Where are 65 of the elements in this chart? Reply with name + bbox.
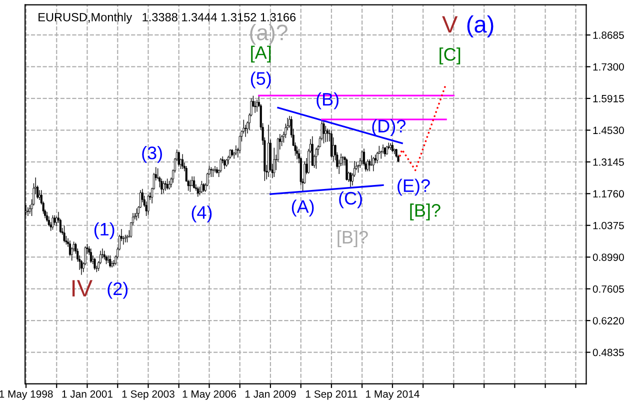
candlestick	[56, 216, 58, 226]
candlestick	[212, 168, 214, 178]
annotation: [B]?	[410, 204, 440, 220]
candlestick	[160, 178, 163, 194]
text: EURUSD,Monthly	[38, 12, 132, 24]
annotation: (1)	[94, 222, 114, 240]
annotation: (B)	[316, 92, 338, 110]
candlestick	[368, 159, 371, 172]
text: 1.3388 1.3444 1.3152 1.3166	[142, 12, 296, 22]
annotation: [A]	[251, 46, 271, 63]
candlestick	[26, 207, 29, 216]
y-tick-label: 1.4530	[593, 126, 624, 134]
candlestick	[324, 126, 327, 142]
candlestick	[296, 146, 298, 160]
candlestick	[322, 120, 325, 144]
candlestick	[315, 148, 318, 169]
annotation: (a)	[467, 15, 494, 38]
annotation: (A)	[292, 200, 314, 216]
x-tick-label: 1 May 1998	[0, 390, 53, 400]
annotation: [C]	[440, 48, 460, 64]
candlestick	[147, 194, 150, 215]
candlestick	[63, 226, 66, 242]
candlestick	[346, 158, 348, 180]
annotation: V	[442, 16, 458, 32]
y-tick-label: 1.1760	[593, 190, 624, 198]
annotation: (C)	[339, 191, 362, 208]
candlestick	[193, 176, 196, 188]
x-tick-label: 1 Jan 2009	[245, 390, 296, 398]
y-tick-label: 0.7605	[592, 285, 624, 293]
annotation: (4)	[192, 206, 212, 222]
annotation: (E)?	[398, 178, 430, 196]
x-tick-label: 1 Sep 2003	[122, 390, 174, 400]
candlestick	[136, 208, 138, 221]
candlestick	[372, 156, 374, 172]
candlestick	[361, 150, 364, 164]
candlestick	[210, 167, 212, 178]
y-tick-label: 1.0375	[593, 222, 624, 230]
candlestick	[350, 172, 352, 188]
candlestick	[164, 180, 166, 191]
candlestick	[189, 180, 192, 192]
y-tick-label: 1.7300	[593, 63, 624, 71]
y-tick-label: 1.5915	[593, 94, 624, 102]
annotation: [B]?	[338, 230, 368, 248]
candlestick	[54, 215, 56, 226]
candlestick	[68, 240, 72, 256]
candlestick	[166, 178, 168, 190]
annotation: (5)	[250, 72, 271, 88]
y-tick-label: 1.3145	[593, 158, 624, 166]
y-tick-label: 1.8685	[593, 31, 624, 39]
x-tick-label: 1 May 2014	[366, 390, 420, 400]
x-tick-label: 1 May 2006	[182, 390, 236, 400]
candlestick	[178, 152, 180, 167]
candlestick	[326, 128, 329, 142]
candlestick	[200, 180, 203, 194]
annotation: (3)	[142, 146, 162, 163]
annotation: IV	[72, 280, 93, 296]
y-tick-label: 0.4835	[592, 348, 624, 356]
annotation: (D)?	[372, 119, 406, 136]
annotation: (2)	[108, 282, 128, 299]
candlestick	[162, 180, 165, 194]
y-tick-label: 0.8990	[592, 254, 624, 261]
y-tick-label: 0.6220	[592, 317, 624, 324]
candlestick	[182, 154, 184, 170]
x-tick-label: 1 Sep 2011	[306, 390, 358, 400]
x-tick-label: 1 Jan 2001	[62, 390, 112, 398]
